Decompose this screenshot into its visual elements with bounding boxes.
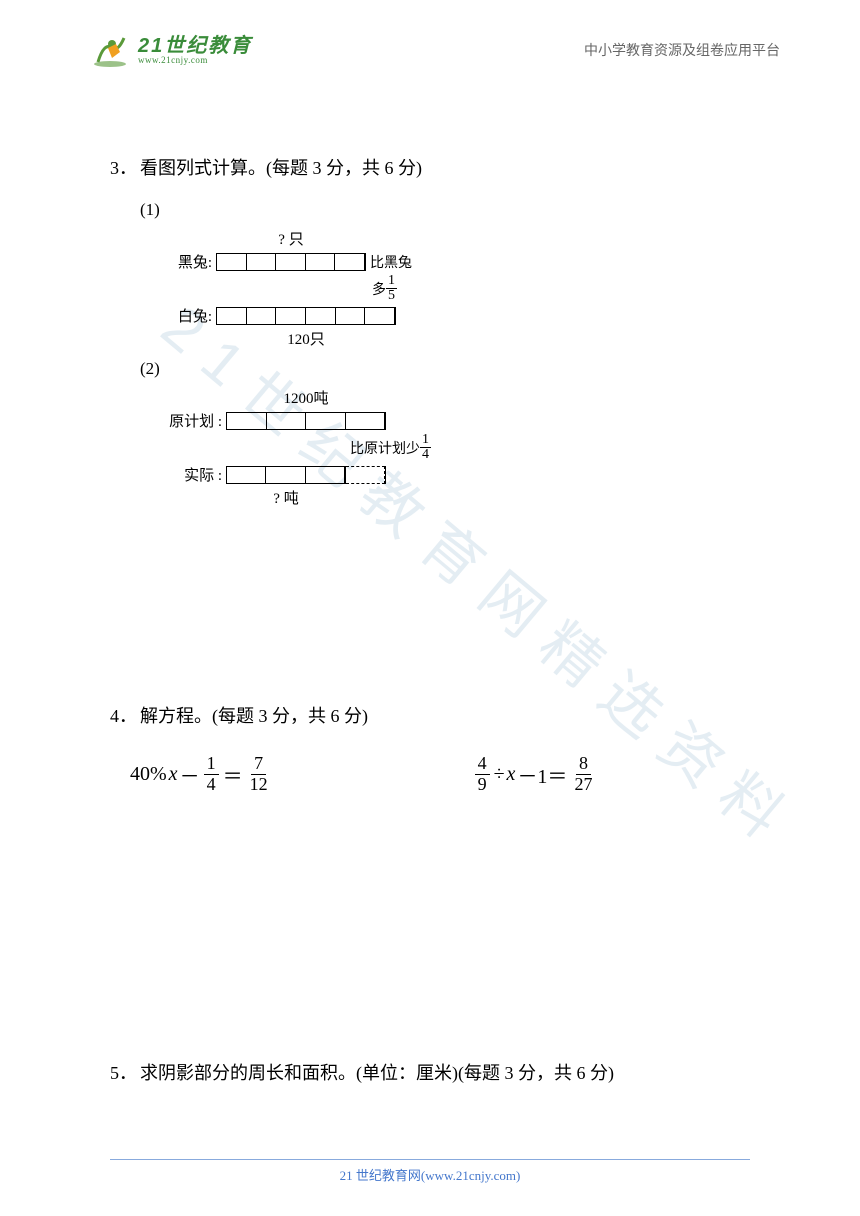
eq1-f2d: 12 — [247, 775, 271, 795]
q5-title: 求阴影部分的周长和面积。(单位：厘米)(每题 3 分，共 6 分) — [140, 1063, 614, 1083]
footer-text: 21 世纪教育网(www.21cnjy.com) — [0, 1165, 860, 1184]
logo-title: 21世纪教育 — [138, 36, 252, 56]
d1-frac-n: 1 — [386, 274, 397, 289]
page-header: 21世纪教育 www.21cnjy.com 中小学教育资源及组卷应用平台 — [0, 30, 860, 70]
eq2-f2d: 27 — [571, 775, 595, 795]
eq1-pre: 40% — [130, 763, 167, 786]
eq2-div: ÷ — [494, 763, 505, 786]
q4-number: 4． — [110, 698, 140, 734]
d2-row2-label: 实际 : — [160, 464, 226, 485]
logo: 21世纪教育 www.21cnjy.com — [90, 30, 252, 70]
q4-title: 解方程。(每题 3 分，共 6 分) — [140, 706, 368, 726]
q3-diagram2: 1200吨 原计划 : 比原计划少 14 实际 : — [160, 387, 750, 508]
eq1-f1n: 1 — [204, 754, 219, 775]
d1-top: ? 只 — [216, 228, 366, 249]
d2-top: 1200吨 — [226, 387, 386, 408]
question-5: 5．求阴影部分的周长和面积。(单位：厘米)(每题 3 分，共 6 分) — [110, 1055, 750, 1091]
d1-bottom: 120只 — [216, 328, 396, 349]
eq1-f1d: 4 — [204, 775, 219, 795]
q5-number: 5． — [110, 1055, 140, 1091]
eq1-eq: ＝ — [223, 760, 243, 789]
eq2-minus: －1＝ — [517, 760, 567, 789]
content-area: 3．看图列式计算。(每题 3 分，共 6 分) (1) ? 只 黑兔: 比黑兔 … — [110, 150, 750, 1105]
d1-right1: 比黑兔 — [370, 252, 412, 272]
q3-part2-label: (2) — [140, 359, 750, 379]
q3-number: 3． — [110, 150, 140, 186]
d2-bottom: ? 吨 — [226, 487, 346, 508]
q4-eq2: 49 ÷x－1＝ 827 — [473, 754, 598, 795]
d2-frac-n: 1 — [420, 433, 431, 448]
eq1-f2n: 7 — [251, 754, 266, 775]
q3-part1-label: (1) — [140, 200, 750, 220]
logo-icon — [90, 30, 132, 70]
d2-row1-label: 原计划 : — [160, 410, 226, 431]
d1-row2-label: 白兔: — [160, 305, 216, 326]
header-subtitle: 中小学教育资源及组卷应用平台 — [584, 40, 780, 60]
d1-frac-d: 5 — [386, 289, 397, 303]
eq1-x: x — [169, 763, 178, 786]
eq2-f1n: 4 — [475, 754, 490, 775]
q3-title: 看图列式计算。(每题 3 分，共 6 分) — [140, 158, 422, 178]
d2-right: 比原计划少 — [350, 438, 420, 458]
q4-equations: 40%x－ 14 ＝ 712 49 ÷x－1＝ 827 — [130, 754, 750, 795]
eq1-minus: － — [180, 760, 200, 789]
question-3: 3．看图列式计算。(每题 3 分，共 6 分) — [110, 150, 750, 186]
logo-url: www.21cnjy.com — [138, 56, 252, 65]
d1-right2: 多 — [372, 279, 386, 299]
d2-frac-d: 4 — [420, 448, 431, 462]
eq2-f1d: 9 — [475, 775, 490, 795]
q3-diagram1: ? 只 黑兔: 比黑兔 多 15 白兔: — [160, 228, 750, 349]
eq2-f2n: 8 — [576, 754, 591, 775]
footer-divider — [110, 1159, 750, 1160]
q4-eq1: 40%x－ 14 ＝ 712 — [130, 754, 273, 795]
d1-row1-label: 黑兔: — [160, 251, 216, 272]
question-4: 4．解方程。(每题 3 分，共 6 分) — [110, 698, 750, 734]
eq2-x: x — [507, 763, 516, 786]
